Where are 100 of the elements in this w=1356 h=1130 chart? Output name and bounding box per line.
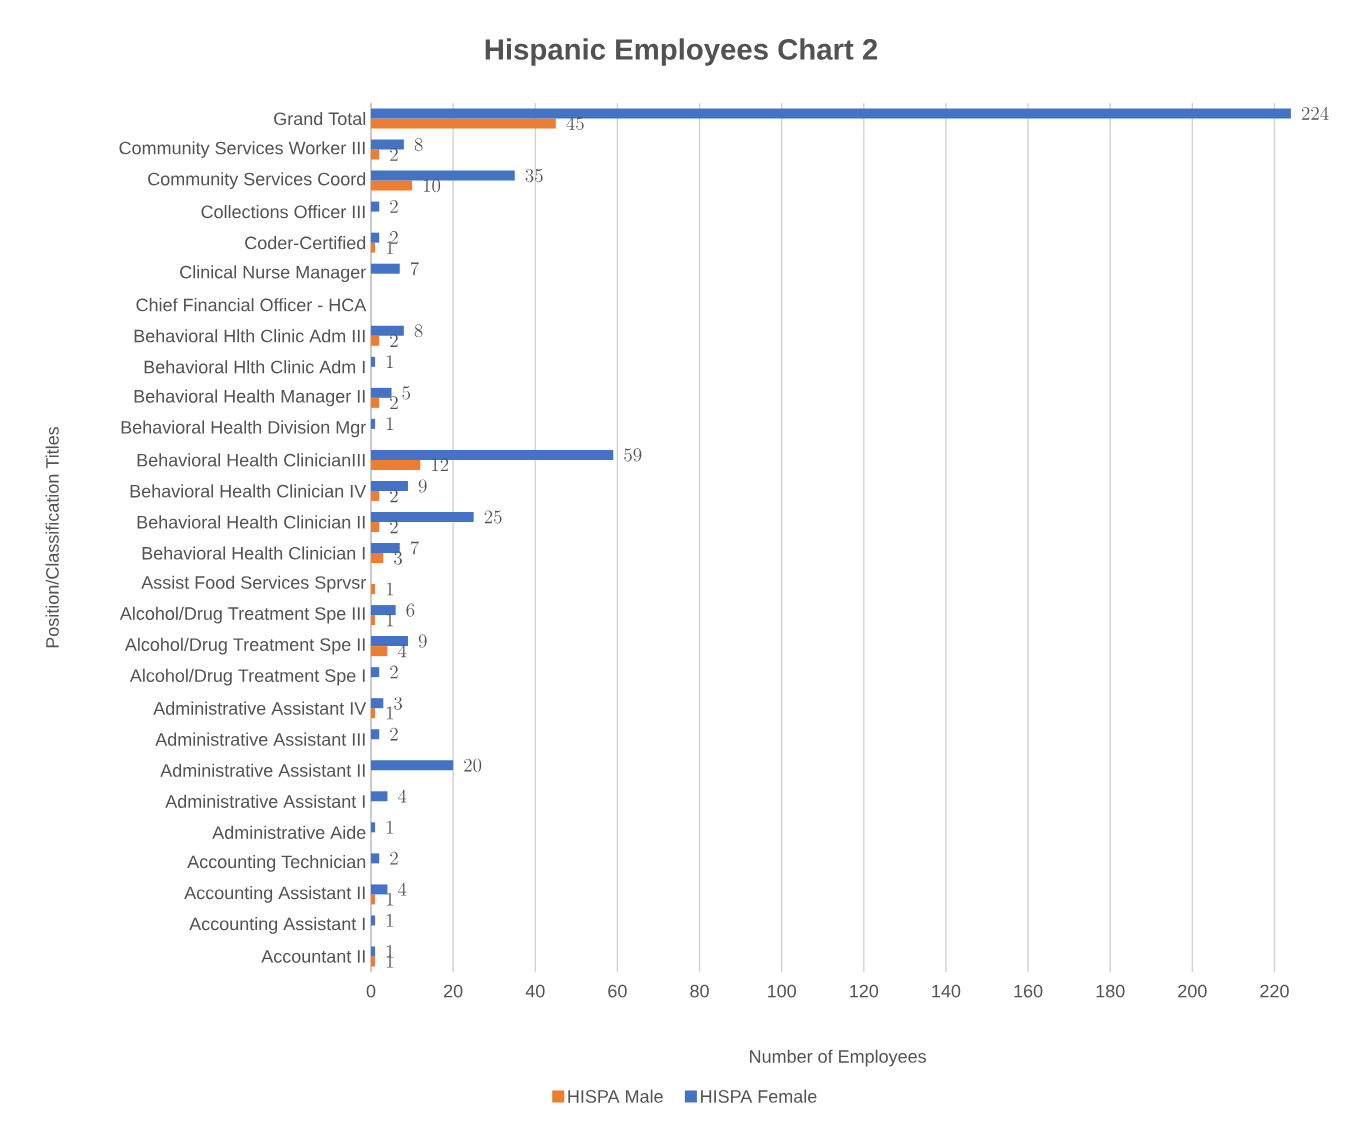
data-label: 45 — [566, 116, 584, 131]
x-tick-label: 220 — [1260, 984, 1289, 998]
data-label: 4 — [398, 882, 407, 896]
bar — [371, 263, 400, 274]
y-tick-label: Behavioral Health Clinician I — [142, 546, 365, 560]
y-tick-label: Behavioral Hlth Clinic Adm III — [134, 329, 365, 343]
data-label: 1 — [386, 892, 394, 906]
bar — [371, 667, 380, 678]
bar — [371, 490, 380, 501]
y-tick-label: Assist Food Services Sprvsr — [141, 575, 366, 593]
data-label: 2 — [390, 334, 398, 347]
data-label: 12 — [432, 458, 449, 472]
bar — [371, 418, 376, 429]
y-tick-label: Behavioral Hlth Clinic Adm I — [144, 360, 365, 374]
y-tick-label: Coder-Certified — [245, 236, 366, 250]
bar — [371, 180, 413, 191]
bar — [371, 108, 1291, 119]
bar — [371, 553, 384, 564]
bar — [371, 387, 392, 398]
y-axis-title: Position/Classification Titles — [45, 426, 59, 648]
data-label: 7 — [410, 541, 419, 555]
data-label: 5 — [402, 386, 411, 400]
y-tick-label: Alcohol/Drug Treatment Spe II — [124, 637, 365, 655]
y-tick-label: Administrative Aide — [212, 825, 366, 839]
bar — [371, 884, 388, 895]
data-label: 9 — [418, 634, 427, 648]
data-label: 2 — [390, 851, 398, 865]
data-label: 1 — [386, 417, 394, 431]
y-tick-label: Alcohol/Drug Treatment Spe III — [119, 606, 365, 624]
data-label: 4 — [398, 789, 407, 803]
bar — [371, 646, 388, 657]
bar — [371, 356, 376, 367]
y-tick-label: Behavioral Health Division Mgr — [121, 420, 366, 438]
data-label: 3 — [394, 551, 402, 565]
bar — [371, 791, 388, 802]
bar — [371, 946, 376, 957]
x-tick-label: 40 — [525, 984, 545, 998]
bar — [371, 698, 384, 709]
data-label: 1 — [386, 613, 394, 627]
y-tick-label: Administrative Assistant II — [160, 763, 365, 777]
x-tick-label: 80 — [690, 984, 709, 998]
y-tick-label: Behavioral Health ClinicianIII — [137, 453, 365, 467]
x-tick-label: 60 — [608, 984, 627, 998]
bar — [371, 584, 376, 595]
data-label: 1 — [386, 706, 394, 720]
data-label: 2 — [390, 147, 398, 161]
y-tick-label: Community Services Coord — [148, 172, 366, 189]
y-tick-label: Behavioral Health Clinician IV — [130, 484, 367, 498]
bar — [371, 894, 376, 905]
bar — [371, 170, 515, 181]
bar — [371, 149, 380, 160]
x-tick-label: 100 — [768, 984, 796, 998]
x-tick-label: 160 — [1014, 984, 1043, 998]
bar — [371, 242, 376, 253]
x-tick-label: 0 — [366, 984, 376, 998]
x-tick-label: 20 — [444, 984, 463, 998]
bar — [371, 521, 380, 532]
data-label: 2 — [390, 200, 398, 213]
bar — [371, 459, 421, 470]
bar — [371, 449, 614, 460]
bar — [371, 201, 380, 212]
bar — [371, 760, 454, 771]
y-tick-label: Behavioral Health Manager II — [134, 389, 365, 407]
bar — [371, 708, 376, 719]
bar — [371, 822, 376, 833]
data-label: 2 — [390, 520, 398, 534]
data-label: 224 — [1301, 106, 1329, 120]
y-tick-label: Behavioral Health Clinician II — [137, 515, 365, 529]
y-tick-label: Clinical Nurse Manager — [180, 265, 366, 283]
data-label: 1 — [386, 582, 394, 596]
y-tick-label: Administrative Assistant III — [155, 732, 365, 746]
x-tick-label: 120 — [850, 984, 879, 998]
data-label: 3 — [394, 696, 402, 710]
data-label: 6 — [406, 603, 415, 617]
y-tick-label: Accounting Assistant I — [189, 917, 365, 934]
bar — [371, 335, 380, 346]
data-label: 20 — [464, 758, 482, 772]
bar — [371, 511, 474, 522]
y-tick-label: Accounting Technician — [187, 854, 366, 872]
data-label: 2 — [390, 727, 398, 741]
data-label: 1 — [386, 820, 394, 834]
data-label: 59 — [624, 448, 642, 462]
x-axis-title: Number of Employees — [750, 1049, 926, 1067]
bar — [371, 729, 380, 740]
legend-label: HISPA Male — [568, 1089, 663, 1103]
bar — [371, 915, 376, 926]
data-label: 7 — [410, 261, 419, 276]
data-label: 35 — [525, 169, 543, 183]
data-label: 2 — [390, 396, 398, 410]
data-label: 25 — [484, 510, 502, 524]
bar — [371, 956, 376, 967]
y-tick-label: Accountant II — [261, 950, 365, 963]
bar — [371, 325, 404, 336]
data-label: 9 — [418, 479, 427, 493]
data-label: 10 — [423, 179, 441, 193]
y-tick-label: Grand Total — [274, 111, 366, 126]
y-tick-label: Chief Financial Officer - HCA — [136, 298, 367, 312]
legend-label: HISPA Female — [701, 1089, 817, 1103]
data-label: 8 — [414, 324, 423, 338]
bar — [371, 139, 404, 150]
